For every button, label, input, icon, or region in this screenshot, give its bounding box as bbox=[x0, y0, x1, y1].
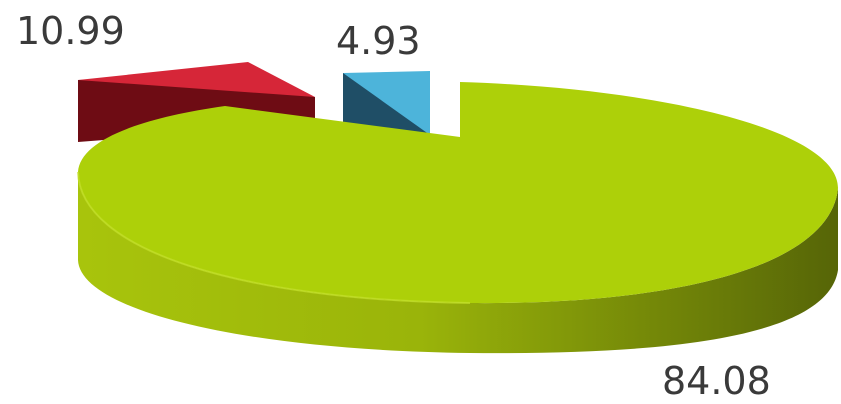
slice-green-top bbox=[78, 82, 838, 304]
slice-green-side bbox=[78, 172, 838, 354]
data-label-blue: 4.93 bbox=[336, 19, 421, 63]
slice-green-rim bbox=[77, 171, 471, 304]
slice-blue bbox=[343, 71, 430, 135]
data-label-red: 10.99 bbox=[16, 9, 125, 53]
slice-blue-shadow bbox=[343, 73, 430, 135]
slice-red-top bbox=[78, 62, 315, 97]
data-label-green: 84.08 bbox=[662, 359, 771, 403]
slice-green bbox=[77, 82, 838, 354]
